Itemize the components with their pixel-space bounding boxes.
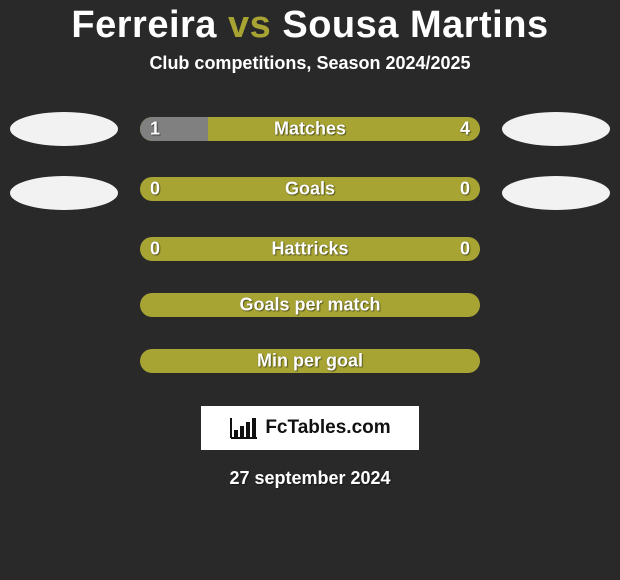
stat-bar: Goals per match — [140, 293, 480, 317]
comparison-card: Ferreira vs Sousa Martins Club competiti… — [0, 0, 620, 489]
stat-row: 1 Matches 4 — [0, 112, 620, 146]
stat-row: 0 Goals 0 — [0, 168, 620, 210]
stat-left-value: 0 — [150, 179, 160, 200]
player1-name: Ferreira — [71, 4, 217, 46]
player1-oval — [10, 176, 118, 210]
stat-right-value: 4 — [460, 119, 470, 140]
stat-label: Hattricks — [271, 239, 348, 260]
stat-label: Min per goal — [257, 351, 363, 372]
stat-row: 0 Hattricks 0 — [0, 232, 620, 266]
stat-bar: Min per goal — [140, 349, 480, 373]
player2-name: Sousa Martins — [282, 4, 548, 46]
stat-right-value: 0 — [460, 239, 470, 260]
subtitle: Club competitions, Season 2024/2025 — [0, 53, 620, 74]
stat-row: Min per goal — [0, 344, 620, 378]
logo-prefix: Fc — [265, 417, 287, 438]
logo-box: FcTables.com — [201, 406, 419, 450]
page-title: Ferreira vs Sousa Martins — [0, 4, 620, 47]
stat-bar: 1 Matches 4 — [140, 117, 480, 141]
stat-right-value: 0 — [460, 179, 470, 200]
stat-left-value: 1 — [150, 119, 160, 140]
logo-suffix: .com — [346, 417, 390, 438]
stat-left-value: 0 — [150, 239, 160, 260]
vs-text: vs — [228, 4, 271, 46]
player2-oval — [502, 112, 610, 146]
stats-container: 1 Matches 4 0 Goals 0 0 Hattricks 0 Goals per mat… — [0, 112, 620, 378]
stat-label: Matches — [274, 119, 346, 140]
stat-bar: 0 Goals 0 — [140, 177, 480, 201]
player2-oval — [502, 176, 610, 210]
player1-oval — [10, 112, 118, 146]
logo-main: Tables — [288, 417, 347, 438]
logo-text: FcTables.com — [265, 417, 390, 439]
stat-bar: 0 Hattricks 0 — [140, 237, 480, 261]
stat-label: Goals per match — [239, 295, 380, 316]
barchart-icon — [229, 416, 259, 440]
stat-label: Goals — [285, 179, 335, 200]
stat-row: Goals per match — [0, 288, 620, 322]
date-text: 27 september 2024 — [0, 468, 620, 489]
